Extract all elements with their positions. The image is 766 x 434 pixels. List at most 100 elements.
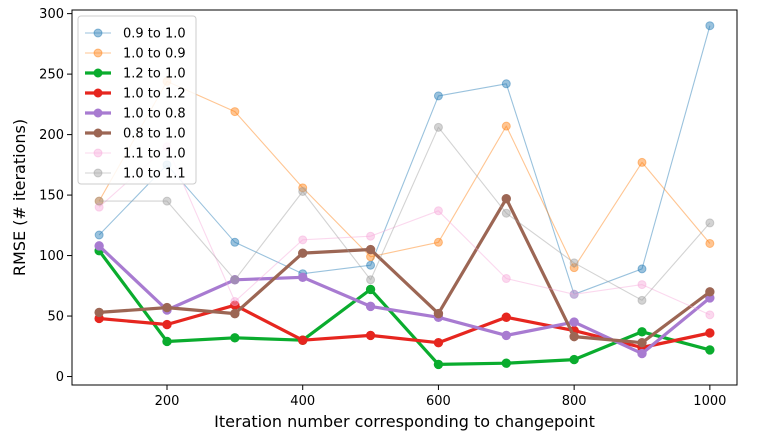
series-line bbox=[98, 25, 711, 295]
data-point bbox=[433, 308, 444, 319]
data-point bbox=[365, 244, 376, 255]
data-point bbox=[705, 21, 715, 31]
data-point bbox=[569, 289, 579, 299]
legend-entry: 1.0 to 0.9 bbox=[123, 47, 186, 62]
data-point bbox=[298, 272, 308, 283]
y-axis-label: RMSE (# iterations) bbox=[10, 119, 29, 276]
x-tick-label: 800 bbox=[562, 394, 587, 409]
x-tick-label: 1000 bbox=[693, 394, 726, 409]
x-tick-label: 600 bbox=[426, 394, 451, 409]
legend-entry: 1.2 to 1.0 bbox=[123, 67, 186, 82]
data-point bbox=[569, 289, 579, 299]
legend-entry: 1.0 to 0.8 bbox=[123, 107, 186, 122]
data-point bbox=[501, 79, 511, 89]
legend-entry: 1.0 to 1.1 bbox=[123, 167, 186, 182]
data-point bbox=[94, 196, 104, 206]
data-point bbox=[637, 157, 647, 167]
data-point bbox=[705, 345, 715, 355]
legend-entry: 0.8 to 1.0 bbox=[123, 127, 186, 142]
data-point bbox=[366, 231, 376, 241]
series-line bbox=[98, 244, 711, 356]
data-point bbox=[298, 186, 308, 196]
y-tick-label: 150 bbox=[39, 189, 64, 204]
data-point bbox=[94, 307, 104, 318]
data-point bbox=[230, 297, 240, 307]
data-point bbox=[433, 91, 443, 101]
series-layer bbox=[94, 21, 715, 370]
data-point bbox=[705, 218, 715, 228]
y-tick-label: 0 bbox=[56, 370, 64, 385]
data-point bbox=[230, 275, 240, 285]
data-point bbox=[365, 330, 376, 341]
legend-swatch-marker bbox=[93, 88, 103, 98]
data-point bbox=[433, 206, 443, 216]
series-1-2-to-1-0 bbox=[94, 246, 715, 370]
legend: 0.9 to 1.0 1.0 to 0.9 1.2 to 1.0 1.0 to 1.2… bbox=[77, 15, 197, 185]
data-point bbox=[366, 260, 376, 270]
data-point bbox=[298, 335, 308, 345]
x-axis-label: Iteration number corresponding to change… bbox=[214, 412, 595, 431]
data-point bbox=[230, 308, 240, 319]
legend-swatch-marker bbox=[93, 48, 103, 58]
data-point bbox=[230, 275, 240, 285]
series-line bbox=[98, 80, 711, 269]
data-point bbox=[637, 264, 647, 274]
legend-swatch-marker bbox=[93, 128, 103, 138]
data-point bbox=[569, 263, 579, 273]
data-point bbox=[501, 330, 511, 341]
data-point bbox=[94, 230, 104, 240]
data-point bbox=[433, 337, 444, 348]
series-1-0-to-1-1 bbox=[94, 122, 715, 305]
legend-entry: 1.1 to 1.0 bbox=[123, 147, 186, 162]
series-line bbox=[97, 249, 711, 366]
legend-swatch-marker bbox=[93, 148, 103, 158]
y-tick-label: 300 bbox=[39, 7, 64, 22]
data-point bbox=[501, 358, 511, 368]
series-line bbox=[98, 197, 711, 345]
data-point bbox=[298, 235, 308, 245]
data-point bbox=[569, 317, 579, 327]
data-point bbox=[298, 183, 308, 193]
data-point bbox=[94, 196, 104, 206]
data-point bbox=[501, 312, 511, 322]
data-point bbox=[501, 274, 511, 284]
data-point bbox=[162, 336, 172, 347]
data-point bbox=[569, 331, 579, 342]
data-point bbox=[230, 237, 240, 247]
data-point bbox=[705, 310, 715, 320]
ticks-layer: 200 400 600 800 1000 0 50 100 150 200 250 300 bbox=[39, 7, 726, 409]
legend-swatch-marker bbox=[93, 68, 103, 78]
data-point bbox=[366, 275, 376, 285]
data-point bbox=[230, 333, 240, 343]
series-1-1-to-1-0 bbox=[94, 142, 715, 320]
legend-swatch-marker bbox=[93, 28, 103, 38]
data-point bbox=[365, 284, 376, 295]
legend-swatch-marker bbox=[93, 168, 103, 178]
data-point bbox=[569, 354, 579, 365]
legend-entry: 0.9 to 1.0 bbox=[123, 27, 186, 42]
data-point bbox=[162, 196, 172, 206]
legend-swatch-marker bbox=[93, 108, 103, 118]
y-tick-label: 100 bbox=[39, 249, 64, 264]
data-point bbox=[365, 301, 376, 312]
data-point bbox=[637, 348, 647, 359]
series-line bbox=[98, 146, 711, 316]
legend-entry: 1.0 to 1.2 bbox=[123, 87, 186, 102]
data-point bbox=[298, 248, 308, 258]
data-point bbox=[501, 208, 511, 218]
legend-box bbox=[77, 15, 197, 185]
data-point bbox=[501, 121, 511, 131]
data-point bbox=[94, 241, 104, 251]
data-point bbox=[637, 337, 647, 348]
data-point bbox=[94, 202, 104, 212]
data-point bbox=[230, 107, 240, 117]
series-line bbox=[99, 126, 711, 301]
data-point bbox=[705, 287, 715, 297]
y-tick-label: 50 bbox=[47, 310, 64, 325]
data-point bbox=[637, 327, 647, 337]
data-point bbox=[705, 238, 715, 248]
x-tick-label: 400 bbox=[290, 394, 315, 409]
x-tick-label: 200 bbox=[155, 394, 180, 409]
y-tick-label: 200 bbox=[39, 128, 64, 143]
